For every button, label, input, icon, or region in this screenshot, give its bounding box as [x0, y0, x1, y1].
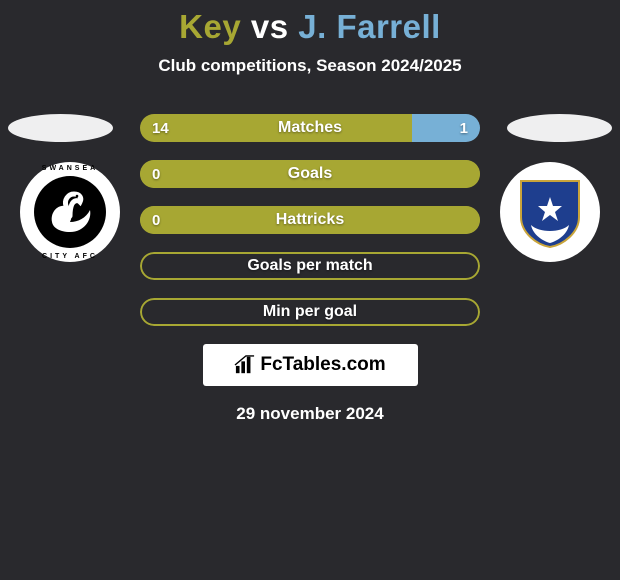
stat-bar: Matches14 1	[140, 114, 480, 142]
bar-label: Goals per match	[140, 252, 480, 280]
badge-ring-text-top: SWANSEA	[42, 165, 98, 172]
club-badge-left: SWANSEA CITY AFC	[20, 162, 120, 262]
bar-value-right: 1	[460, 114, 468, 142]
portsmouth-badge	[500, 162, 600, 262]
bar-label: Matches	[140, 114, 480, 142]
stat-bar: Goals per match	[140, 252, 480, 280]
comparison-title: Key vs J. Farrell	[0, 0, 620, 46]
title-player-left: Key	[179, 8, 241, 45]
brand-label: FcTables.com	[260, 354, 385, 376]
bar-label: Min per goal	[140, 298, 480, 326]
swan-icon	[40, 182, 100, 242]
title-vs: vs	[251, 8, 289, 45]
bar-label: Hattricks	[140, 206, 480, 234]
stat-bar: Hattricks0	[140, 206, 480, 234]
shield-icon	[517, 175, 583, 249]
stat-bar: Min per goal	[140, 298, 480, 326]
badge-ring-text-bottom: CITY AFC	[42, 253, 98, 260]
comparison-content: SWANSEA CITY AFC Matches141Goals0Hattr	[0, 114, 620, 424]
title-player-right: J. Farrell	[298, 8, 441, 45]
brand-box: FcTables.com	[203, 344, 418, 386]
bar-chart-icon	[234, 355, 256, 375]
bar-value-left: 14	[152, 114, 169, 142]
bar-value-left: 0	[152, 160, 160, 188]
brand-text: FcTables.com	[234, 354, 385, 376]
subtitle: Club competitions, Season 2024/2025	[0, 56, 620, 76]
bar-value-left: 0	[152, 206, 160, 234]
stat-bars: Matches141Goals0Hattricks0Goals per matc…	[140, 114, 480, 326]
bar-label: Goals	[140, 160, 480, 188]
stat-bar: Goals0	[140, 160, 480, 188]
date: 29 november 2024	[0, 404, 620, 424]
player-photo-placeholder-right	[507, 114, 612, 142]
club-badge-right	[500, 162, 600, 262]
player-photo-placeholder-left	[8, 114, 113, 142]
swansea-badge: SWANSEA CITY AFC	[20, 162, 120, 262]
